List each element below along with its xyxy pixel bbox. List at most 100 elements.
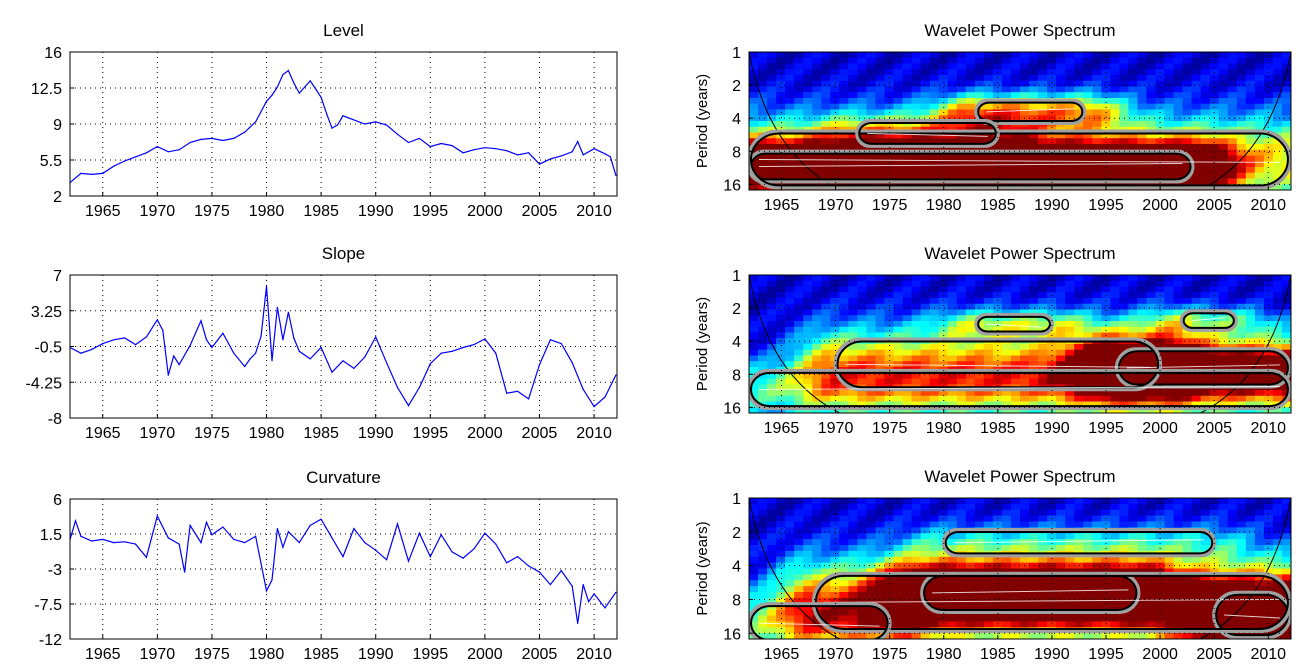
x-tick-label: 1995 xyxy=(413,425,449,442)
heatmap-cell xyxy=(1047,115,1057,122)
heatmap-cell xyxy=(1173,315,1184,322)
heatmap-cell xyxy=(884,355,895,362)
heatmap-cell xyxy=(1218,286,1229,293)
heatmap-cell xyxy=(1128,498,1139,505)
heatmap-cell xyxy=(1209,344,1220,351)
heatmap-cell xyxy=(857,615,868,622)
heatmap-cell xyxy=(794,609,804,617)
heatmap-cell xyxy=(1029,103,1039,111)
heatmap-cell xyxy=(938,52,949,59)
heatmap-cell xyxy=(776,609,786,617)
heatmap-cell xyxy=(1065,349,1075,357)
heatmap-cell xyxy=(1010,332,1021,339)
y-tick-label: -12 xyxy=(39,632,62,649)
heatmap-cell xyxy=(992,315,1003,322)
heatmap-cell xyxy=(758,303,768,311)
heatmap-cell xyxy=(767,390,777,397)
heatmap-cell xyxy=(1092,155,1102,162)
heatmap-cell xyxy=(1272,580,1283,587)
heatmap-cell xyxy=(1001,556,1012,564)
heatmap-cell xyxy=(848,172,858,180)
heatmap-cell xyxy=(992,103,1003,111)
heatmap-cell xyxy=(1010,407,1021,413)
heatmap-cell xyxy=(866,326,877,334)
data-point xyxy=(462,557,464,559)
heatmap-cell xyxy=(1047,57,1057,65)
cone-of-influence xyxy=(749,52,1291,190)
heatmap-cell xyxy=(866,155,877,162)
heatmap-cell xyxy=(992,574,1003,581)
heatmap-cell xyxy=(803,615,813,622)
heatmap-cell xyxy=(1218,155,1229,162)
heatmap-cell xyxy=(1200,503,1211,511)
heatmap-cell xyxy=(1047,378,1057,385)
heatmap-cell xyxy=(1164,609,1175,617)
heatmap-cell xyxy=(1029,556,1039,564)
significance-contour-gray xyxy=(974,312,1054,336)
heatmap-cell xyxy=(1146,615,1157,622)
data-point xyxy=(396,386,399,389)
heatmap-cell xyxy=(794,545,804,552)
heatmap-cell xyxy=(1182,586,1193,593)
heatmap-cell xyxy=(920,167,931,174)
heatmap-cell xyxy=(1200,69,1211,76)
heatmap-cell xyxy=(1092,75,1102,82)
heatmap-cell xyxy=(1236,527,1247,534)
heatmap-cell xyxy=(794,98,804,105)
data-point xyxy=(287,311,289,313)
heatmap-cell xyxy=(776,57,786,65)
heatmap-cell xyxy=(1001,633,1012,639)
heatmap-cell xyxy=(1227,503,1238,511)
data-point xyxy=(484,532,486,534)
heatmap-cell xyxy=(1038,326,1048,334)
data-point xyxy=(167,537,169,539)
heatmap-cell xyxy=(1020,275,1030,282)
heatmap-cell xyxy=(965,75,976,82)
heatmap-cell xyxy=(1074,395,1084,403)
heatmap-cell xyxy=(884,303,895,311)
heatmap-cell xyxy=(1200,615,1211,622)
heatmap-cell xyxy=(929,69,940,76)
heatmap-cell xyxy=(785,580,795,587)
heatmap-cell xyxy=(947,533,958,540)
heatmap-cell xyxy=(1038,63,1048,70)
heatmap-cell xyxy=(1182,545,1193,552)
data-point xyxy=(473,344,475,346)
heatmap-cell xyxy=(866,592,877,599)
heatmap-cell xyxy=(857,298,868,305)
heatmap-cell xyxy=(794,539,804,546)
heatmap-cell xyxy=(1056,144,1066,151)
heatmap-cell xyxy=(1137,80,1148,88)
heatmap-cell xyxy=(1020,503,1030,511)
heatmap-cell xyxy=(1110,586,1120,593)
heatmap-cell xyxy=(1200,609,1211,617)
heatmap-cell xyxy=(956,121,967,128)
heatmap-cell xyxy=(794,86,804,93)
heatmap-cell xyxy=(1056,498,1066,505)
heatmap-cell xyxy=(1254,509,1265,517)
heatmap-cell xyxy=(911,109,922,116)
heatmap-cell xyxy=(974,155,985,162)
heatmap-cell xyxy=(992,326,1003,334)
heatmap-cell xyxy=(947,574,958,581)
heatmap-cell xyxy=(785,509,795,517)
heatmap-cell xyxy=(1218,280,1229,288)
heatmap-cell xyxy=(965,498,976,505)
heatmap-cell xyxy=(767,609,777,617)
heatmap-cell xyxy=(1137,361,1148,368)
heatmap-cell xyxy=(1209,521,1220,528)
heatmap-cell xyxy=(1128,562,1139,570)
heatmap-cell xyxy=(767,321,777,328)
heatmap-cell xyxy=(812,627,822,634)
data-point xyxy=(549,339,552,341)
heatmap-cell xyxy=(1200,149,1211,157)
heatmap-cell xyxy=(821,609,831,617)
heatmap-cell xyxy=(1010,390,1021,397)
heatmap-cell xyxy=(1182,395,1193,403)
heatmap-cell xyxy=(758,332,768,339)
heatmap-cell xyxy=(848,138,858,145)
heatmap-cell xyxy=(1209,98,1220,105)
heatmap-cell xyxy=(1209,550,1220,558)
heatmap-cell xyxy=(974,280,985,288)
ridge-line xyxy=(1224,614,1280,619)
